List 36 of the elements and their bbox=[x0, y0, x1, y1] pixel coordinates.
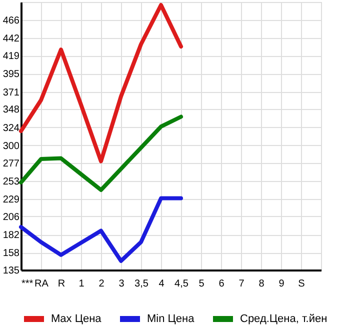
y-tick-label: 182 bbox=[2, 230, 20, 242]
y-tick-label: 419 bbox=[2, 51, 20, 62]
y-tick-label: 300 bbox=[2, 140, 20, 152]
line-series bbox=[19, 3, 183, 164]
legend-label: Min Цена bbox=[147, 313, 196, 325]
x-tick-label: 6 bbox=[218, 278, 225, 290]
x-tick-label: 3,5 bbox=[134, 278, 149, 290]
x-tick-label: 7 bbox=[238, 278, 245, 290]
y-tick-label: 348 bbox=[2, 104, 20, 116]
x-tick-label: *** bbox=[22, 278, 34, 290]
x-tick-label: 5 bbox=[198, 278, 205, 290]
x-tick-label: R bbox=[58, 278, 66, 290]
legend-label: Max Цена bbox=[51, 313, 102, 325]
x-tick-label: 1 bbox=[78, 278, 85, 290]
y-tick-label: 158 bbox=[2, 248, 20, 260]
y-tick-label: 206 bbox=[2, 212, 20, 223]
x-tick-label: 9 bbox=[278, 278, 285, 290]
x-tick-label: RA bbox=[34, 278, 49, 290]
x-tick-label: 4,5 bbox=[174, 278, 189, 290]
y-tick-label: 466 bbox=[2, 16, 20, 27]
x-tick-label: 2 bbox=[98, 278, 105, 290]
y-tick-label: 229 bbox=[2, 194, 20, 206]
line-series bbox=[19, 196, 183, 263]
x-tick-label: 8 bbox=[258, 278, 265, 290]
legend-label: Сред.Цена, т.йен bbox=[240, 313, 328, 325]
y-tick-label: 442 bbox=[2, 34, 20, 45]
line-series bbox=[19, 114, 183, 192]
y-tick-label: 135 bbox=[2, 266, 20, 276]
y-tick-label: 324 bbox=[2, 122, 20, 134]
y-tick-label: 253 bbox=[2, 176, 20, 188]
x-tick-label: 4 bbox=[158, 278, 165, 290]
y-tick-label: 395 bbox=[2, 69, 20, 80]
y-tick-label: 277 bbox=[2, 158, 20, 170]
x-tick-label: S bbox=[298, 278, 306, 290]
x-tick-label: 3 bbox=[118, 278, 125, 290]
y-tick-label: 371 bbox=[2, 87, 20, 98]
